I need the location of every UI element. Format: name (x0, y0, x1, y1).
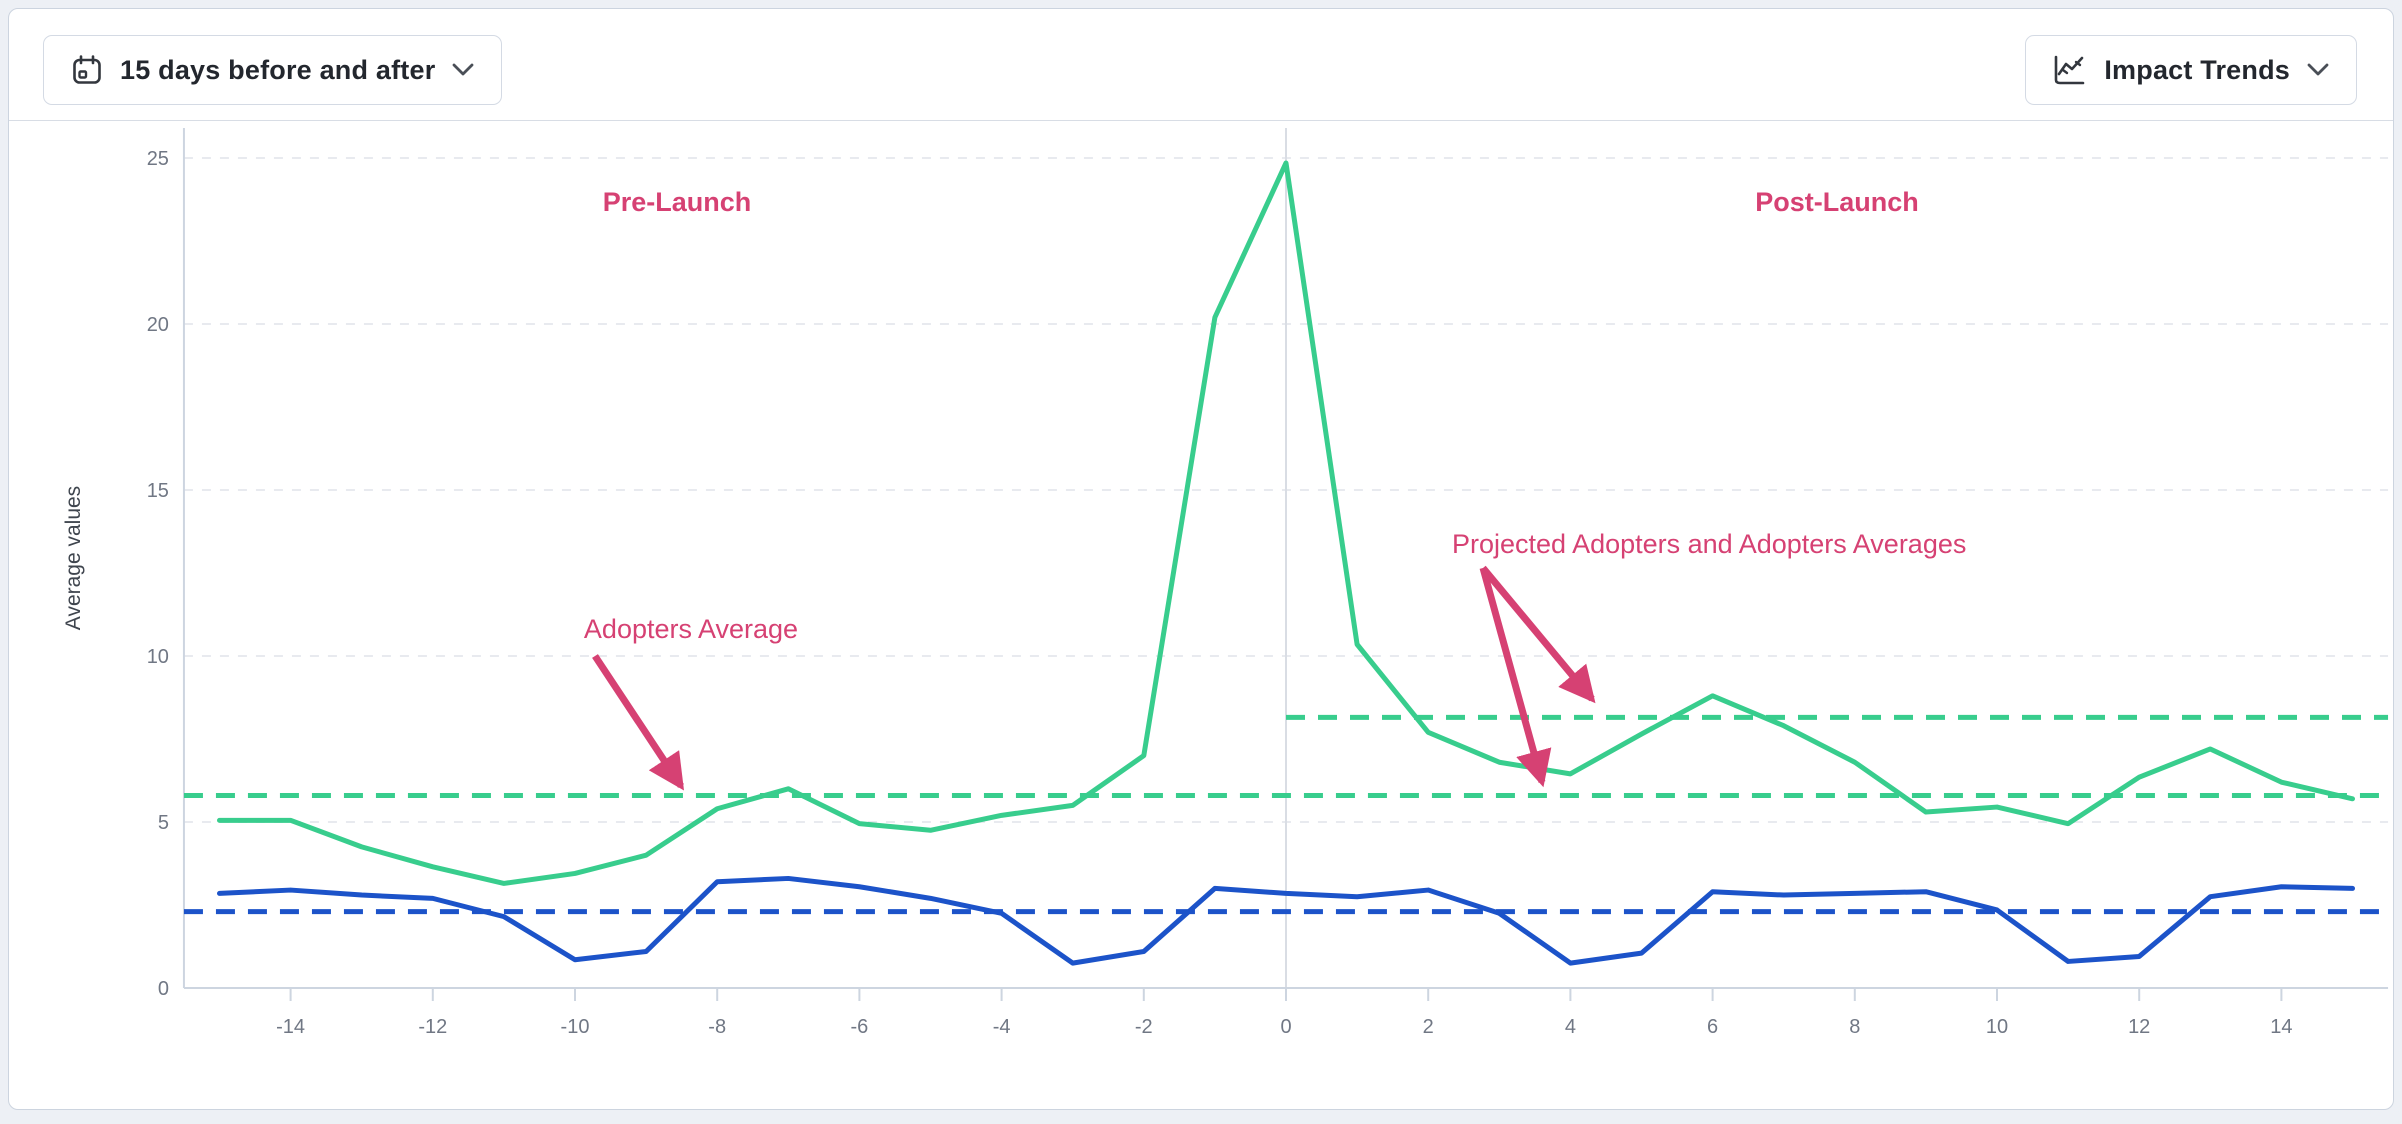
x-tick-label: 6 (1707, 1016, 1718, 1038)
post-launch-annotation: Post-Launch (1755, 187, 1919, 217)
x-tick-label: 4 (1565, 1016, 1576, 1038)
projected-average-arrow-upper (1480, 565, 1596, 704)
y-tick-label: 20 (147, 314, 169, 336)
y-tick-label: 15 (147, 480, 169, 502)
trend-chart-icon (2052, 53, 2088, 87)
impact-trends-label: Impact Trends (2104, 54, 2290, 85)
y-tick-label: 10 (147, 646, 169, 668)
x-tick-label: 12 (2128, 1016, 2150, 1038)
x-tick-label: 10 (1986, 1016, 2008, 1038)
y-axis-title: Average values (62, 486, 85, 630)
x-tick-label: -2 (1135, 1016, 1153, 1038)
adopters-average-arrow (592, 654, 685, 791)
comparison-line (217, 875, 2355, 966)
x-tick-label: 14 (2270, 1016, 2292, 1038)
impact-trends-chart: 0 5 10 15 20 25 -14 -12 -10 -8 -6 -4 -2 0 2 4 6 8 10 12 14 Av… (9, 122, 2393, 1110)
x-tick-label: -14 (276, 1016, 305, 1038)
adopters-average-annotation: Adopters Average (584, 614, 798, 644)
x-tick-label: 8 (1849, 1016, 1860, 1038)
y-tick-label: 25 (147, 148, 169, 170)
x-tick-label: 2 (1423, 1016, 1434, 1038)
x-tick-label: -6 (851, 1016, 869, 1038)
x-tick-label: -10 (561, 1016, 590, 1038)
date-range-dropdown[interactable]: 15 days before and after (43, 35, 503, 105)
x-tick-label: 0 (1280, 1016, 1291, 1038)
chart-header: 15 days before and after Impact Trends (9, 9, 2393, 121)
chevron-down-icon (451, 63, 475, 77)
date-range-label: 15 days before and after (120, 54, 436, 85)
pre-launch-annotation: Pre-Launch (603, 187, 752, 217)
x-tick-label: -4 (993, 1016, 1011, 1038)
adopters-average-arrow-post (1479, 567, 1552, 788)
x-tick-label: -8 (708, 1016, 726, 1038)
y-tick-label: 5 (158, 812, 169, 834)
x-tick-label: -12 (418, 1016, 447, 1038)
projected-averages-annotation: Projected Adopters and Adopters Averages (1452, 529, 1966, 559)
chevron-down-icon (2306, 63, 2330, 77)
y-tick-label: 0 (158, 978, 169, 1000)
impact-trends-card: 15 days before and after Impact Trends (8, 8, 2394, 1110)
adopters-line (217, 160, 2355, 886)
calendar-icon (70, 53, 104, 87)
impact-trends-dropdown[interactable]: Impact Trends (2025, 35, 2357, 105)
